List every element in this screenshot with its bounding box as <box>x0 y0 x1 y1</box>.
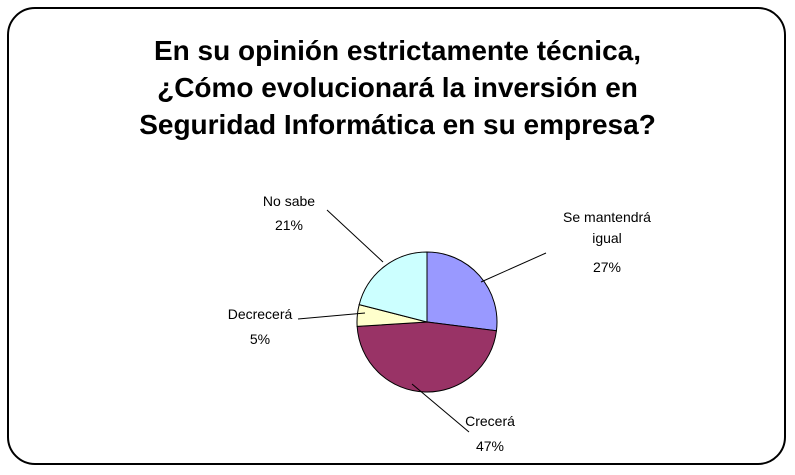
slice-category-label-1: Se mantendrá <box>563 209 651 225</box>
leader-lines <box>297 209 547 433</box>
leader-line-4 <box>326 209 384 263</box>
slice-category-label-3: Decrecerá <box>228 306 293 322</box>
slice-category-label-4: No sabe <box>263 193 315 209</box>
pie-slice-1 <box>426 251 498 332</box>
slice-value-label-3: 5% <box>250 331 270 347</box>
chart-title-line-3: Seguridad Informática en su empresa? <box>139 109 656 140</box>
pie-slice-2 <box>356 321 498 393</box>
slice-category-label-2: Crecerá <box>465 413 515 429</box>
pie-slice-4 <box>358 251 428 323</box>
chart-title-line-2: ¿Cómo evolucionará la inversión en <box>157 72 638 103</box>
slice-value-label-1: 27% <box>593 259 621 275</box>
leader-line-2 <box>411 383 470 433</box>
slice-value-label-2: 47% <box>476 438 504 454</box>
slice-value-label-4: 21% <box>275 217 303 233</box>
chart-frame <box>7 7 786 465</box>
slice-labels: Se mantendrá igual 27% Crecerá 47% Decrecerá 5… <box>228 193 651 454</box>
leader-line-1 <box>480 252 547 283</box>
pie-slices <box>356 251 498 393</box>
slice-category-label-1: igual <box>592 230 622 246</box>
leader-line-3 <box>297 312 366 320</box>
chart-title: En su opinión estrictamente técnica, ¿Có… <box>0 32 795 143</box>
chart-title-line-1: En su opinión estrictamente técnica, <box>153 35 641 66</box>
